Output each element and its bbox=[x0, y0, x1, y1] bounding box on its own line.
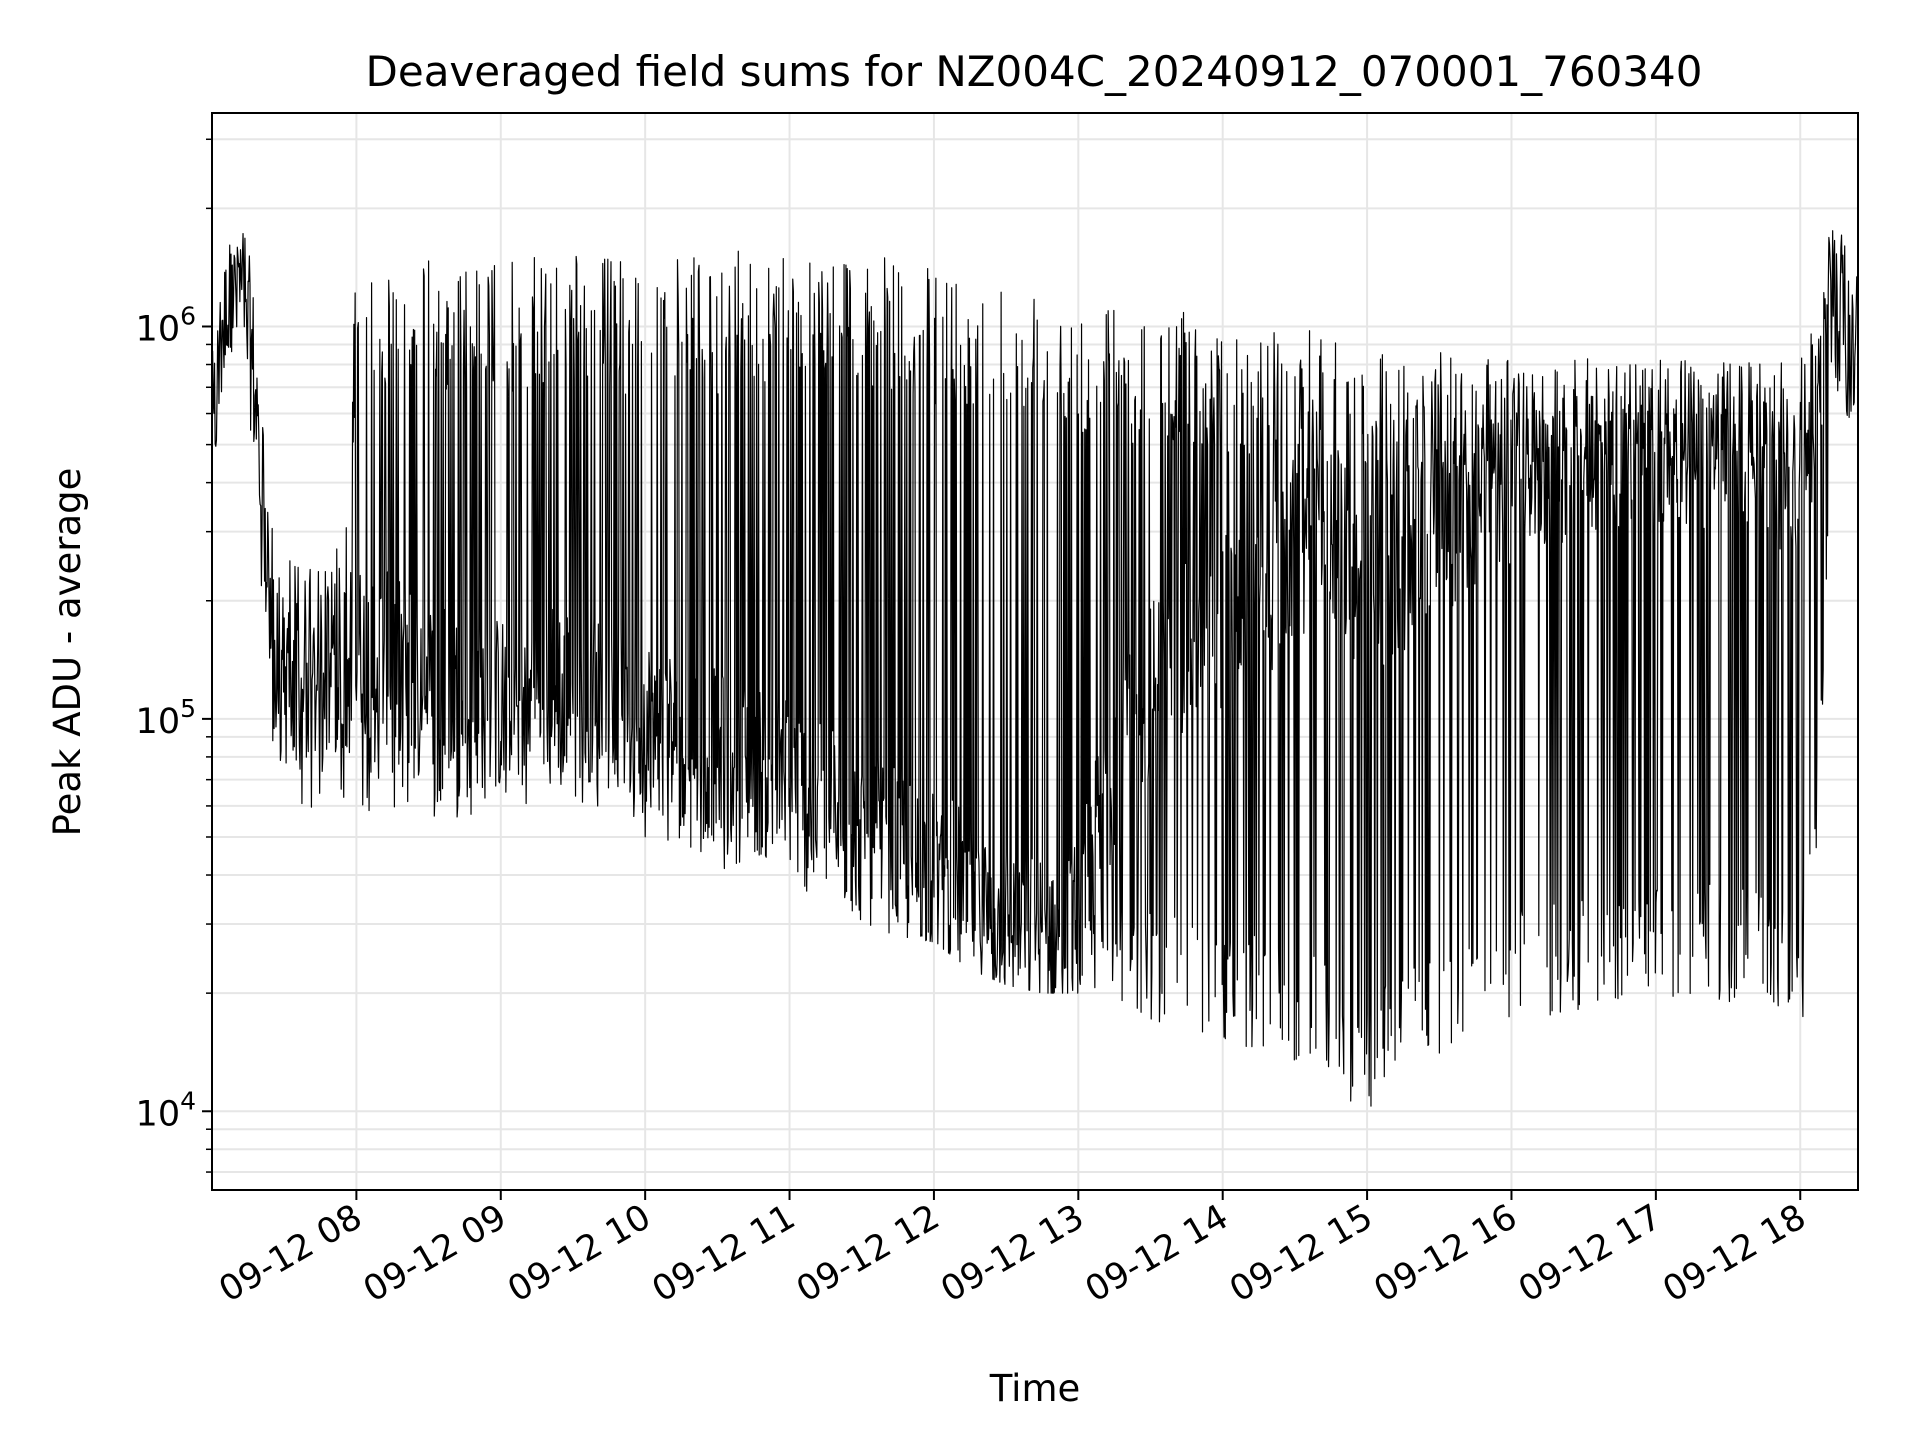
plot-area-frame bbox=[211, 112, 1859, 1191]
x-tick-label: 09-12 09 bbox=[357, 1197, 513, 1310]
data-series bbox=[211, 230, 1859, 1107]
y-tick-label: 104 bbox=[136, 1086, 196, 1134]
y-tick-label: 105 bbox=[136, 694, 196, 742]
x-tick-label: 09-12 08 bbox=[213, 1197, 369, 1310]
y-axis-label: Peak ADU - average bbox=[46, 468, 89, 837]
x-tick-label: 09-12 15 bbox=[1223, 1197, 1379, 1310]
x-axis-label: Time bbox=[989, 1367, 1081, 1410]
chart-title: Deaveraged field sums for NZ004C_2024091… bbox=[366, 47, 1703, 96]
x-tick-label: 09-12 16 bbox=[1368, 1197, 1524, 1310]
x-tick-label: 09-12 13 bbox=[935, 1197, 1091, 1310]
y-tick-label: 106 bbox=[136, 301, 196, 349]
x-tick-label: 09-12 17 bbox=[1512, 1197, 1668, 1310]
series-line bbox=[211, 230, 1859, 1107]
x-tick-label: 09-12 12 bbox=[790, 1197, 946, 1310]
x-tick-label: 09-12 11 bbox=[646, 1197, 802, 1310]
x-tick-label: 09-12 18 bbox=[1656, 1197, 1812, 1310]
x-tick-label: 09-12 10 bbox=[501, 1197, 657, 1310]
x-tick-label: 09-12 14 bbox=[1079, 1197, 1235, 1310]
